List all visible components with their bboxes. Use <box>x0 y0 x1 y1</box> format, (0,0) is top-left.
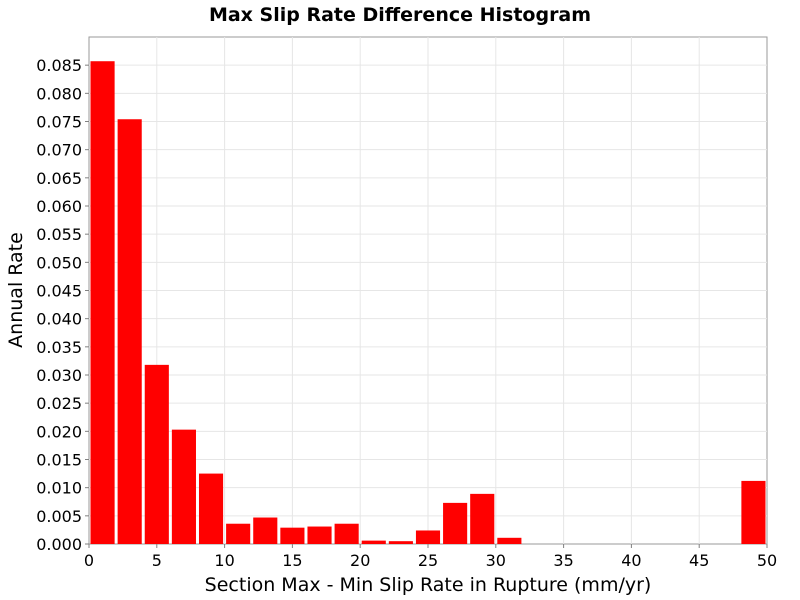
x-axis-label: Section Max - Min Slip Rate in Rupture (… <box>205 574 652 596</box>
y-tick-label: 0.015 <box>36 451 82 470</box>
histogram-bar <box>443 502 468 544</box>
y-tick-label: 0.000 <box>36 535 82 554</box>
x-tick-label: 0 <box>84 551 94 570</box>
histogram-bar <box>415 530 441 544</box>
y-tick-label: 0.060 <box>36 197 82 216</box>
y-tick-label: 0.010 <box>36 479 82 498</box>
y-tick-label: 0.020 <box>36 422 82 441</box>
y-tick-label: 0.080 <box>36 84 82 103</box>
x-tick-label: 40 <box>621 551 641 570</box>
y-tick-label: 0.035 <box>36 338 82 357</box>
histogram-bar <box>198 473 224 544</box>
bars <box>90 61 766 545</box>
histogram-bar <box>90 61 115 545</box>
x-tick-label: 5 <box>152 551 162 570</box>
x-tick-label: 15 <box>282 551 302 570</box>
gridlines <box>89 37 767 544</box>
histogram-bar <box>741 480 766 544</box>
y-tick-label: 0.070 <box>36 141 82 160</box>
histogram-bar <box>253 517 278 544</box>
y-tick-label: 0.050 <box>36 253 82 272</box>
x-tick-label: 20 <box>350 551 370 570</box>
x-tick-label: 25 <box>418 551 438 570</box>
histogram-bar <box>307 526 332 544</box>
histogram-bar <box>334 523 359 544</box>
histogram-bar <box>117 119 142 544</box>
histogram-bar <box>171 429 196 544</box>
histogram-bar <box>226 523 251 544</box>
y-tick-label: 0.040 <box>36 310 82 329</box>
x-tick-label: 45 <box>689 551 709 570</box>
histogram-bar <box>361 540 386 544</box>
y-tick-label: 0.055 <box>36 225 82 244</box>
histogram-bar <box>144 364 169 544</box>
y-axis-ticks: 0.000 0.005 0.010 0.015 0.020 0.025 0.030 0.035… <box>36 56 89 554</box>
x-tick-label: 50 <box>757 551 777 570</box>
histogram-bar <box>470 493 495 544</box>
y-tick-label: 0.075 <box>36 113 82 132</box>
y-tick-label: 0.005 <box>36 507 82 526</box>
y-tick-label: 0.030 <box>36 366 82 385</box>
histogram-bar <box>388 541 413 544</box>
y-tick-label: 0.065 <box>36 169 82 188</box>
x-tick-label: 35 <box>553 551 573 570</box>
y-tick-label: 0.085 <box>36 56 82 75</box>
chart-title: Max Slip Rate Difference Histogram <box>209 4 591 26</box>
y-tick-label: 0.045 <box>36 282 82 301</box>
x-tick-label: 10 <box>214 551 234 570</box>
y-axis-label: Annual Rate <box>5 232 27 348</box>
x-axis-ticks: 0 5 10 15 20 25 30 35 40 45 50 <box>84 544 777 570</box>
histogram-bar <box>497 537 522 544</box>
x-tick-label: 30 <box>486 551 506 570</box>
y-tick-label: 0.025 <box>36 394 82 413</box>
histogram-bar <box>280 527 305 544</box>
